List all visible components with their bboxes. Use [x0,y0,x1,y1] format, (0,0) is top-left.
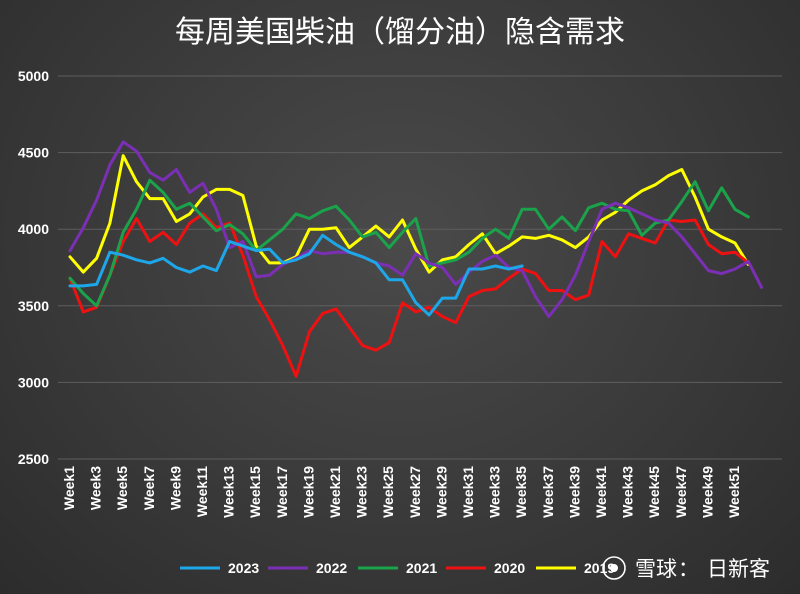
legend-label: 2023 [228,560,259,576]
x-axis-ticks: Week1 Week3 Week5 Week7 Week9 Week11 Week13 Wee… [61,466,742,518]
x-tick-label: Week21 [327,466,343,518]
x-tick-label: Week49 [699,466,715,518]
x-tick-label: Week31 [460,466,476,518]
legend-label: 2020 [494,560,525,576]
x-tick-label: Week27 [407,466,423,518]
y-tick-label: 4000 [18,221,49,237]
gridlines [58,75,782,460]
series-line-2023 [68,233,524,317]
series-line-2022 [68,140,764,318]
y-tick-label: 3500 [18,298,49,314]
legend-label: 2019 [584,560,615,576]
watermark-brand: 雪球 [635,557,677,581]
x-tick-label: Week23 [354,466,370,518]
x-tick-label: Week9 [167,466,183,510]
series-line-2020 [68,212,750,378]
watermark-separator: ： [678,557,699,581]
x-tick-label: Week35 [513,466,529,518]
x-tick-label: Week7 [141,466,157,510]
y-tick-label: 5000 [18,68,49,84]
x-tick-label: Week17 [274,466,290,518]
x-tick-label: Week11 [194,466,210,517]
x-tick-label: Week43 [620,466,636,518]
series-lines [68,140,764,378]
chart-title: 每周美国柴油（馏分油）隐含需求 [175,15,625,50]
snowball-logo-inner-icon [610,564,618,572]
x-tick-label: Week47 [673,466,689,518]
series-line-2019 [68,154,750,274]
legend-label: 2021 [406,560,437,576]
y-tick-label: 4500 [18,145,49,161]
x-tick-label: Week19 [300,466,316,518]
x-tick-label: Week13 [221,466,237,518]
legend-label: 2022 [316,560,347,576]
x-tick-label: Week37 [540,466,556,518]
x-tick-label: Week39 [566,466,582,518]
legend: 2023 2022 2021 2020 2019 [180,560,615,576]
x-tick-label: Week51 [726,466,742,518]
x-tick-label: Week41 [593,466,609,518]
y-tick-label: 3000 [18,374,49,390]
x-tick-label: Week45 [646,466,662,518]
watermark-author: 日新客 [707,557,770,581]
x-tick-label: Week33 [487,466,503,518]
x-tick-label: Week5 [114,466,130,510]
x-tick-label: Week25 [380,466,396,518]
series-line-2021 [68,178,750,308]
x-tick-label: Week1 [61,466,77,510]
x-tick-label: Week29 [433,466,449,518]
snowball-logo-icon [602,556,626,580]
watermark: 雪球 ： 日新客 [602,556,770,581]
x-tick-label: Week15 [247,466,263,518]
x-tick-label: Week3 [88,466,104,510]
y-tick-label: 2500 [18,451,49,467]
y-axis-ticks: 2500 3000 3500 4000 4500 5000 [18,68,49,467]
